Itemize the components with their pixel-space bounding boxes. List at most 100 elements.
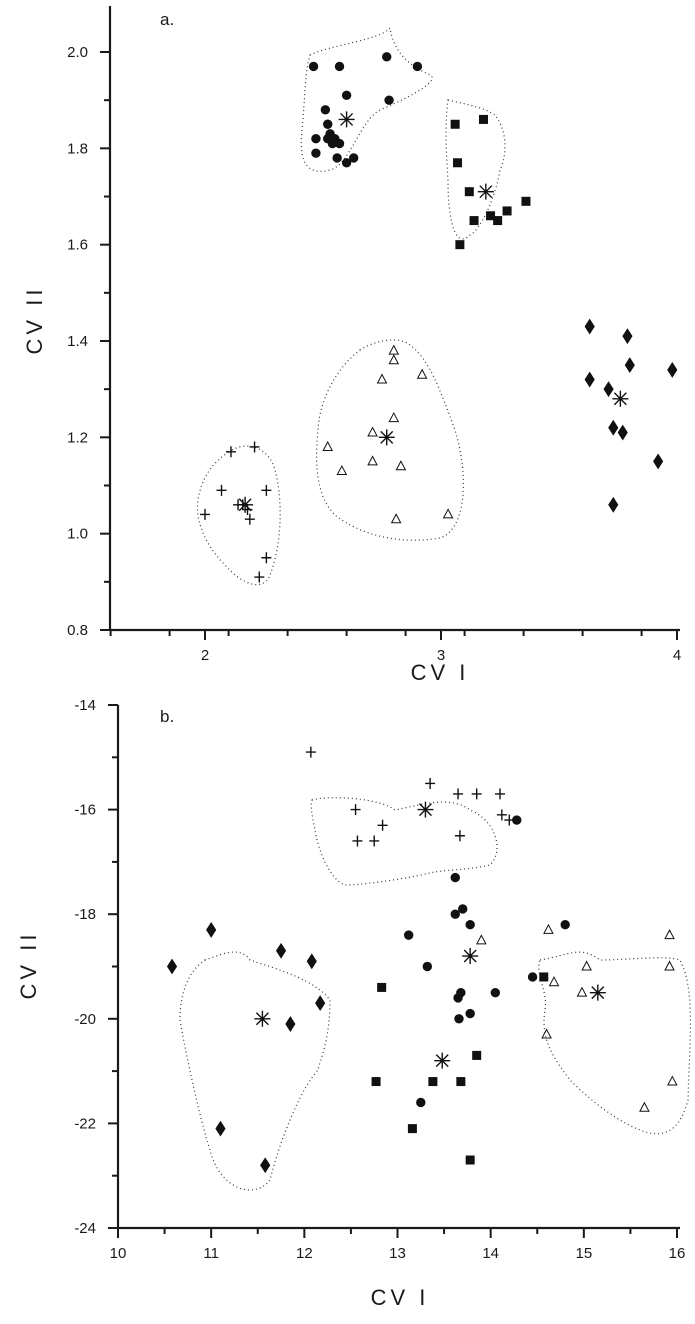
diamond-point: [624, 357, 635, 374]
circle-point: [412, 61, 423, 72]
circle-point: [403, 930, 414, 940]
diamond-point: [608, 419, 619, 436]
y-tick-label: 1.0: [67, 526, 88, 543]
centroid-star: [378, 429, 395, 446]
plus-point: [377, 819, 388, 831]
square-point: [371, 1077, 381, 1087]
centroid-star: [612, 390, 629, 407]
y-tick-label: 1.4: [67, 333, 88, 350]
centroid-star: [434, 1052, 451, 1069]
circle-point: [332, 153, 342, 163]
envelope-triangle-group-b: [538, 951, 691, 1135]
circle-point: [465, 919, 475, 930]
square-point: [456, 1077, 466, 1087]
envelope-circle-group-a: [300, 26, 433, 172]
circle-point: [456, 987, 466, 998]
circle-point: [422, 961, 433, 972]
plus-point: [261, 552, 272, 564]
diamond-point: [584, 371, 595, 388]
triangle-point: [639, 1101, 650, 1112]
circle-point: [458, 904, 468, 914]
triangle-point: [395, 460, 407, 471]
circle-point: [334, 61, 345, 72]
circle-point: [450, 909, 460, 919]
plus-point: [200, 508, 210, 520]
x-tick-label: 11: [203, 1245, 219, 1262]
triangle-point: [548, 976, 560, 987]
square-point: [469, 216, 479, 226]
circle-point: [311, 134, 321, 144]
centroid-star: [462, 948, 479, 965]
triangle-point: [543, 923, 554, 934]
circle-point: [341, 90, 352, 101]
diamond-point: [285, 1016, 296, 1032]
centroid-star: [338, 111, 355, 128]
plus-point: [350, 804, 361, 816]
plus-point: [425, 777, 436, 789]
circle-point: [416, 1097, 426, 1108]
circle-point: [465, 1008, 475, 1019]
x-tick-label: 15: [575, 1245, 592, 1262]
centroid-star: [589, 984, 606, 1001]
circle-point: [311, 148, 321, 158]
plus-point: [244, 513, 255, 525]
y-tick-label: -18: [74, 906, 96, 923]
y-tick-label: 1.6: [67, 237, 88, 254]
square-point: [464, 187, 474, 197]
circle-point: [560, 919, 570, 930]
y-tick-label: 2.0: [67, 44, 88, 61]
panel-a: 0.8 1.0 1.2 1.4 1.6 1.8 2.0 2 3 4 a. CV I CV II: [22, 6, 681, 685]
diamond-point: [622, 328, 633, 345]
circle-point: [334, 138, 345, 149]
circle-point: [527, 972, 538, 982]
triangle-point: [388, 411, 400, 423]
circle-point: [320, 105, 331, 115]
panel-label: a.: [160, 10, 174, 29]
diamond-point: [215, 1120, 226, 1137]
diamond-point: [306, 953, 317, 970]
square-point: [539, 972, 549, 982]
circle-point: [348, 153, 359, 163]
plus-point: [249, 441, 260, 453]
triangle-point: [667, 1075, 678, 1086]
square-point: [502, 206, 512, 216]
y-tick-label: 0.8: [67, 622, 88, 639]
centroid-star: [477, 183, 494, 200]
triangle-point: [336, 464, 348, 476]
diamond-point: [275, 942, 287, 959]
x-tick-label: 14: [482, 1245, 499, 1262]
envelope-diamond-group-b: [179, 951, 331, 1191]
y-tick-label: 1.8: [67, 140, 88, 157]
triangle-point: [388, 344, 400, 355]
y-tick-label: -20: [74, 1011, 96, 1028]
centroid-star: [254, 1010, 271, 1027]
envelope-plus-group-a: [196, 445, 281, 586]
triangle-point: [367, 426, 378, 437]
diamond-point: [608, 496, 619, 513]
plus-point: [305, 746, 316, 758]
y-tick-label: 1.2: [67, 429, 88, 446]
triangle-point: [388, 354, 400, 365]
circle-point: [382, 52, 392, 62]
plus-point: [454, 830, 465, 842]
y-axis-title: CV II: [16, 931, 41, 1000]
square-point: [486, 211, 496, 221]
plus-point: [369, 835, 380, 847]
triangle-point: [476, 934, 487, 945]
diamond-point: [166, 958, 178, 975]
circle-point: [512, 815, 522, 825]
diamond-point: [667, 361, 678, 378]
envelope-plus-group-b: [310, 797, 498, 886]
triangle-point: [664, 960, 675, 971]
square-point: [455, 240, 465, 250]
centroid-star: [237, 496, 254, 513]
square-point: [521, 196, 531, 206]
diamond-point: [315, 995, 326, 1012]
plus-point: [453, 788, 464, 800]
plus-point: [216, 484, 227, 496]
circle-point: [308, 61, 319, 72]
triangle-point: [376, 373, 388, 384]
y-tick-label: -16: [74, 802, 96, 819]
diamond-point: [603, 381, 614, 398]
